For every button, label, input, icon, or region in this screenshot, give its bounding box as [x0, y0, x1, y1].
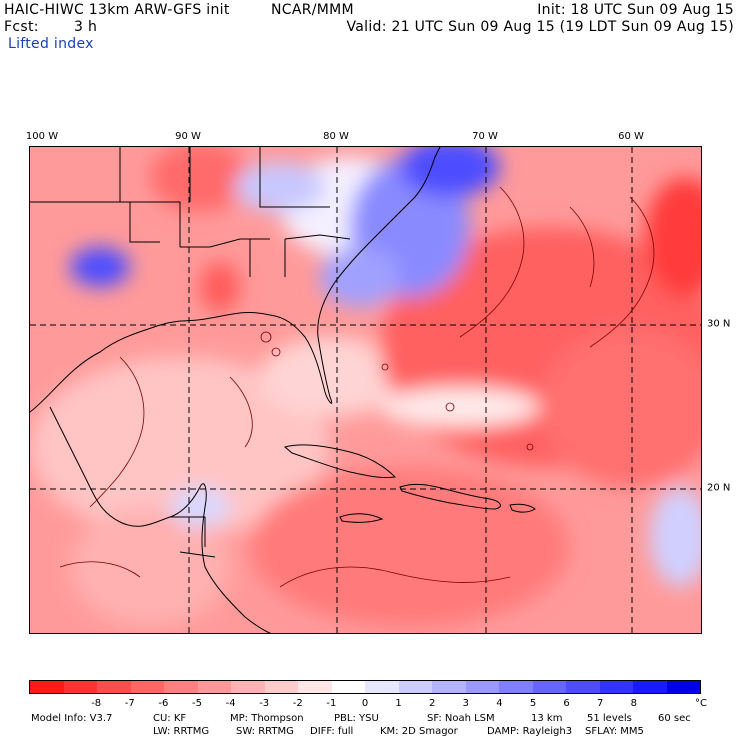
colorbar-segment — [164, 681, 198, 693]
colorbar-segment — [197, 681, 231, 693]
lon-label-60w: 60 W — [618, 131, 644, 142]
model-info-pbl: PBL: YSU — [334, 713, 379, 724]
forecast-label: Fcst: — [4, 19, 39, 35]
colorbar-tick-label: -2 — [292, 698, 303, 709]
colorbar-segment — [532, 681, 566, 693]
colorbar-tick-label: 7 — [597, 698, 604, 709]
colorbar-tick-label: -6 — [158, 698, 169, 709]
model-info-diff: DIFF: full — [310, 726, 354, 737]
model-info-res: 13 km — [531, 713, 563, 724]
colorbar-segment — [30, 681, 64, 693]
colorbar-segment — [398, 681, 432, 693]
lat-label-30n: 30 N — [707, 318, 731, 330]
model-info-sf: SF: Noah LSM — [427, 713, 495, 724]
colorbar-tick-label: 2 — [429, 698, 436, 709]
colorbar-segment — [432, 681, 466, 693]
colorbar-segment — [499, 681, 533, 693]
model-info-lw: LW: RRTMG — [153, 726, 210, 737]
lat-lon-grid — [30, 147, 701, 633]
model-info-sflay: SFLAY: MM5 — [585, 726, 644, 737]
model-info-mp: MP: Thompson — [230, 713, 304, 724]
colorbar-segment — [331, 681, 365, 693]
colorbar-ticks: -8 -7 -6 -5 -4 -3 -2 -1 0 1 2 3 4 5 6 7 8 — [29, 698, 701, 709]
colorbar-tick-label: 6 — [563, 698, 570, 709]
model-info-cu: CU: KF — [153, 713, 187, 724]
colorbar-tick-label: -4 — [225, 698, 236, 709]
colorbar-segment — [231, 681, 265, 693]
colorbar-segment — [633, 681, 667, 693]
init-time: Init: 18 UTC Sun 09 Aug 15 — [537, 2, 734, 18]
lifted-index-map — [29, 146, 702, 634]
lat-label-20n: 20 N — [707, 482, 731, 494]
colorbar-tick-label: -5 — [192, 698, 202, 709]
contour-lines — [59, 186, 655, 588]
colorbar-tick-label: -1 — [326, 698, 337, 709]
colorbar-tick-label: 3 — [462, 698, 469, 709]
model-info-timestep: 60 sec — [658, 713, 691, 724]
model-info-km: KM: 2D Smagor — [380, 726, 458, 737]
lon-label-80w: 80 W — [323, 131, 349, 142]
colorbar — [29, 680, 701, 694]
colorbar-segment — [599, 681, 633, 693]
colorbar-segment — [666, 681, 700, 693]
colorbar-tick-label: 8 — [630, 698, 637, 709]
colorbar-tick-label: -7 — [124, 698, 135, 709]
colorbar-segment — [365, 681, 399, 693]
model-info-damp: DAMP: Rayleigh3 — [487, 726, 573, 737]
colorbar-segment — [97, 681, 131, 693]
colorbar-segment — [566, 681, 600, 693]
lon-label-100w: 100 W — [25, 131, 59, 142]
colorbar-tick-label: -8 — [91, 698, 102, 709]
colorbar-tick-label: 1 — [395, 698, 402, 709]
colorbar-segment — [63, 681, 97, 693]
colorbar-segment — [264, 681, 298, 693]
forecast-hour: 3 h — [74, 19, 98, 35]
colorbar-unit: °C — [695, 698, 707, 709]
org-label: NCAR/MMM — [271, 2, 354, 18]
colorbar-segment — [298, 681, 332, 693]
lon-label-90w: 90 W — [175, 131, 201, 142]
colorbar-segment — [465, 681, 499, 693]
model-info-sw: SW: RRTMG — [236, 726, 294, 737]
colorbar-tick-label: 5 — [529, 698, 537, 709]
model-title: HAIC-HIWC 13km ARW-GFS init — [4, 2, 230, 18]
lon-label-70w: 70 W — [472, 131, 498, 142]
colorbar-tick-label: -3 — [259, 698, 270, 709]
field-name: Lifted index — [8, 36, 94, 52]
model-info-version: Model Info: V3.7 — [31, 713, 113, 724]
field-shading — [30, 147, 701, 627]
valid-time: Valid: 21 UTC Sun 09 Aug 15 (19 LDT Sun … — [346, 19, 734, 35]
model-info-levels: 51 levels — [587, 713, 632, 724]
colorbar-tick-label: 0 — [361, 698, 369, 709]
colorbar-segment — [130, 681, 164, 693]
coastlines — [30, 147, 536, 633]
colorbar-tick-label: 4 — [496, 698, 503, 709]
